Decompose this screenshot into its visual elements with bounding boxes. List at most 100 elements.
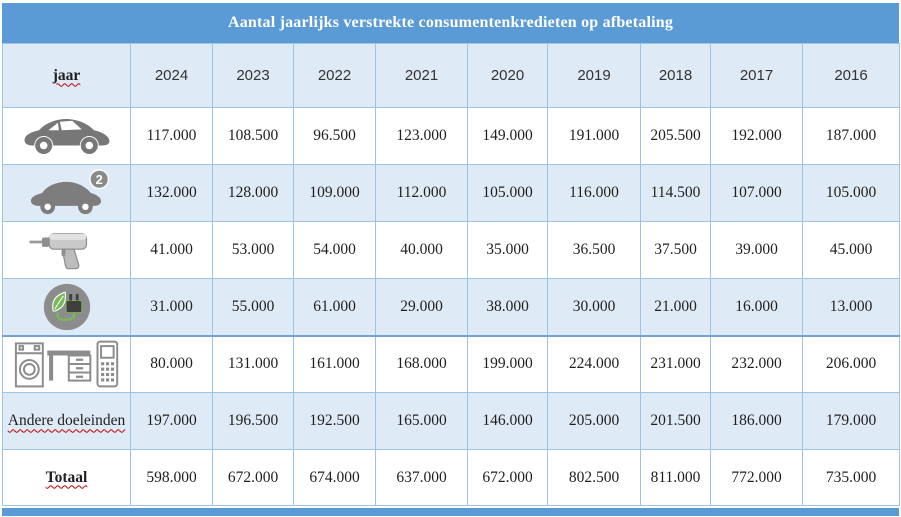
table-row-appliances-furniture: 80.000 131.000 161.000 168.000 199.000 2… bbox=[2, 334, 900, 393]
cell-value: 191.000 bbox=[547, 107, 641, 165]
year-header-2020: 2020 bbox=[467, 43, 548, 108]
cell-value: 132.000 bbox=[130, 164, 213, 222]
new-car-icon bbox=[24, 119, 110, 155]
cell-value: 224.000 bbox=[547, 334, 641, 393]
year-header-2019: 2019 bbox=[547, 43, 641, 108]
other-purposes-label-cell: Andere doeleinden bbox=[2, 392, 131, 450]
bottom-accent-bar bbox=[2, 508, 899, 516]
cell-value: 30.000 bbox=[547, 278, 641, 336]
cell-value: 205.000 bbox=[547, 392, 641, 450]
drill-icon bbox=[29, 233, 87, 270]
cell-value: 131.000 bbox=[212, 334, 294, 393]
cell-value: 165.000 bbox=[375, 392, 468, 450]
cell-value: 116.000 bbox=[547, 164, 641, 222]
cell-value: 672.000 bbox=[212, 449, 294, 506]
cell-value: 109.000 bbox=[293, 164, 376, 222]
eco-plug-icon-cell bbox=[2, 278, 131, 336]
cell-value: 39.000 bbox=[710, 221, 803, 279]
year-header-row: jaar 2024 2023 2022 2021 2020 2019 2018 … bbox=[2, 43, 900, 108]
cell-value: 672.000 bbox=[467, 449, 548, 506]
year-header-2022: 2022 bbox=[293, 43, 376, 108]
year-header-2016: 2016 bbox=[802, 43, 900, 108]
cell-value: 36.500 bbox=[547, 221, 641, 279]
cell-value: 192.500 bbox=[293, 392, 376, 450]
other-purposes-label: Andere doeleinden bbox=[7, 412, 126, 430]
cell-value: 80.000 bbox=[130, 334, 213, 393]
jaar-header-cell: jaar bbox=[2, 43, 131, 108]
cell-value: 40.000 bbox=[375, 221, 468, 279]
used-car-icon: 2 bbox=[30, 169, 109, 215]
table-row-green-energy: 31.000 55.000 61.000 29.000 38.000 30.00… bbox=[2, 278, 900, 336]
cell-value: 105.000 bbox=[467, 164, 548, 222]
cell-value: 196.500 bbox=[212, 392, 294, 450]
cell-value: 53.000 bbox=[212, 221, 294, 279]
cell-value: 38.000 bbox=[467, 278, 548, 336]
cell-value: 29.000 bbox=[375, 278, 468, 336]
table-row-used-cars: 2 132.000 128.000 109.000 112.000 105.00… bbox=[2, 164, 900, 222]
cell-value: 108.500 bbox=[212, 107, 294, 165]
new-car-icon-cell bbox=[2, 107, 131, 165]
cell-value: 205.500 bbox=[640, 107, 711, 165]
cell-value: 37.500 bbox=[640, 221, 711, 279]
cell-value: 197.000 bbox=[130, 392, 213, 450]
cell-value: 179.000 bbox=[802, 392, 900, 450]
cell-value: 146.000 bbox=[467, 392, 548, 450]
cell-value: 637.000 bbox=[375, 449, 468, 506]
credit-table: jaar 2024 2023 2022 2021 2020 2019 2018 … bbox=[2, 43, 900, 506]
cell-value: 232.000 bbox=[710, 334, 803, 393]
used-car-badge-number: 2 bbox=[95, 172, 102, 187]
cell-value: 128.000 bbox=[212, 164, 294, 222]
year-header-2017: 2017 bbox=[710, 43, 803, 108]
cell-value: 168.000 bbox=[375, 334, 468, 393]
cell-value: 199.000 bbox=[467, 334, 548, 393]
drill-icon-cell bbox=[2, 221, 131, 279]
cell-value: 186.000 bbox=[710, 392, 803, 450]
table-row-total: Totaal 598.000 672.000 674.000 637.000 6… bbox=[2, 449, 900, 506]
cell-value: 735.000 bbox=[802, 449, 900, 506]
cell-value: 105.000 bbox=[802, 164, 900, 222]
year-header-2021: 2021 bbox=[375, 43, 468, 108]
cell-value: 55.000 bbox=[212, 278, 294, 336]
cell-value: 117.000 bbox=[130, 107, 213, 165]
cell-value: 16.000 bbox=[710, 278, 803, 336]
cell-value: 54.000 bbox=[293, 221, 376, 279]
used-car-icon-cell: 2 bbox=[2, 164, 131, 222]
year-header-2018: 2018 bbox=[640, 43, 711, 108]
cell-value: 114.500 bbox=[640, 164, 711, 222]
cell-value: 674.000 bbox=[293, 449, 376, 506]
cell-value: 811.000 bbox=[640, 449, 711, 506]
table-row-home-improvement: 41.000 53.000 54.000 40.000 35.000 36.50… bbox=[2, 221, 900, 279]
cell-value: 123.000 bbox=[375, 107, 468, 165]
cell-value: 13.000 bbox=[802, 278, 900, 336]
eco-plug-icon bbox=[43, 283, 90, 330]
appliances-furniture-icon-cell bbox=[2, 334, 131, 393]
cell-value: 31.000 bbox=[130, 278, 213, 336]
cell-value: 96.500 bbox=[293, 107, 376, 165]
cell-value: 802.500 bbox=[547, 449, 641, 506]
cell-value: 112.000 bbox=[375, 164, 468, 222]
cell-value: 192.000 bbox=[710, 107, 803, 165]
year-header-2024: 2024 bbox=[130, 43, 213, 108]
cell-value: 187.000 bbox=[802, 107, 900, 165]
appliances-furniture-icon bbox=[14, 340, 118, 388]
year-header-2023: 2023 bbox=[212, 43, 294, 108]
total-label: Totaal bbox=[45, 468, 88, 486]
cell-value: 772.000 bbox=[710, 449, 803, 506]
total-label-cell: Totaal bbox=[2, 449, 131, 506]
jaar-label: jaar bbox=[52, 66, 81, 84]
cell-value: 41.000 bbox=[130, 221, 213, 279]
cell-value: 149.000 bbox=[467, 107, 548, 165]
table-row-other-purposes: Andere doeleinden 197.000 196.500 192.50… bbox=[2, 392, 900, 450]
table-row-new-cars: 117.000 108.500 96.500 123.000 149.000 1… bbox=[2, 107, 900, 165]
cell-value: 61.000 bbox=[293, 278, 376, 336]
cell-value: 231.000 bbox=[640, 334, 711, 393]
cell-value: 35.000 bbox=[467, 221, 548, 279]
table-title: Aantal jaarlijks verstrekte consumentenk… bbox=[2, 3, 899, 43]
cell-value: 598.000 bbox=[130, 449, 213, 506]
cell-value: 45.000 bbox=[802, 221, 900, 279]
cell-value: 201.500 bbox=[640, 392, 711, 450]
cell-value: 21.000 bbox=[640, 278, 711, 336]
cell-value: 206.000 bbox=[802, 334, 900, 393]
cell-value: 161.000 bbox=[293, 334, 376, 393]
